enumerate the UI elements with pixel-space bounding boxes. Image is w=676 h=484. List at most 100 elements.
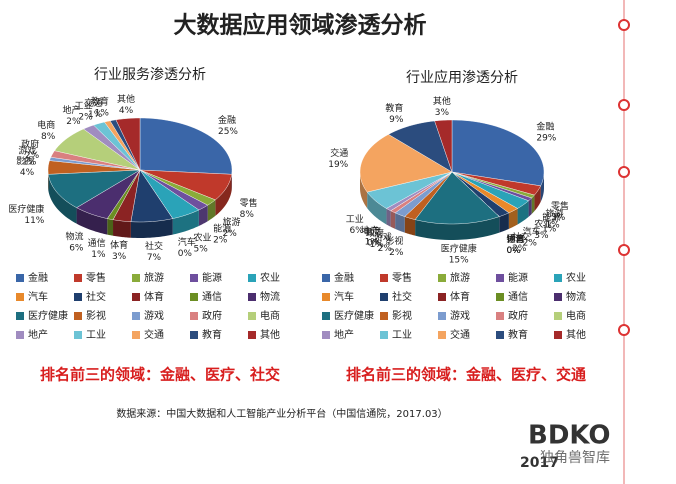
slice-value: 25% <box>218 127 238 137</box>
legend-swatch <box>248 312 256 320</box>
legend-label: 电商 <box>566 309 586 322</box>
pie-side <box>517 200 529 225</box>
slice-label: 影视 <box>16 155 34 167</box>
slice-label: 社交 <box>512 231 530 243</box>
slice-value: 0% <box>506 246 521 256</box>
legend-label: 物流 <box>566 290 586 303</box>
pie-side <box>360 172 368 209</box>
legend-label: 其他 <box>260 328 280 341</box>
legend-swatch <box>248 331 256 339</box>
slice-value: 2% <box>25 151 40 161</box>
slice-value: 3% <box>534 231 549 241</box>
legend-label: 游戏 <box>450 309 470 322</box>
chart-title: 行业应用渗透分析 <box>406 69 518 86</box>
legend-label: 政府 <box>202 309 222 322</box>
pie-slice <box>54 128 141 171</box>
source-note: 数据来源：中国大数据和人工智能产业分析平台（中国信通院，2017.03） <box>116 407 447 420</box>
slice-label: 教育 <box>91 95 109 107</box>
slice-label: 医疗健康 <box>441 242 477 254</box>
legend-label: 工业 <box>86 329 106 341</box>
legend-swatch <box>16 274 24 282</box>
legend-swatch <box>380 274 388 282</box>
slice-label: 物流 <box>506 233 524 245</box>
legend-swatch <box>16 293 24 301</box>
slice-label: 金融 <box>218 114 236 126</box>
logo-year: 2017 <box>520 455 559 471</box>
slice-value: 19% <box>328 160 348 170</box>
pie-side <box>130 218 173 238</box>
slice-value: 4% <box>119 106 134 116</box>
slice-value: 3% <box>112 252 127 262</box>
legend-swatch <box>496 274 504 282</box>
legend-label: 地产 <box>28 328 48 341</box>
slice-label: 交通 <box>84 97 102 109</box>
slice-label: 政府 <box>21 138 39 150</box>
legend-label: 旅游 <box>144 271 164 284</box>
legend-label: 社交 <box>392 290 412 303</box>
legend-label: 物流 <box>260 290 280 303</box>
slice-label: 能源 <box>542 211 560 223</box>
pie-side <box>386 208 391 227</box>
watermark: 独角兽智库 <box>540 450 610 466</box>
slice-value: 1% <box>88 110 103 120</box>
slice-label: 地产 <box>63 104 81 116</box>
slice-value: 7% <box>147 253 162 263</box>
legend-swatch <box>438 293 446 301</box>
legend-swatch <box>380 293 388 301</box>
pie-side <box>528 198 532 217</box>
legend-label: 汽车 <box>334 290 354 303</box>
legend-swatch <box>190 274 198 282</box>
legend-label: 金融 <box>28 271 48 284</box>
pie-slice <box>76 169 141 219</box>
pie-side <box>404 216 416 236</box>
slice-label: 政府 <box>366 227 384 239</box>
pie-side <box>172 209 199 235</box>
slice-label: 物流 <box>65 230 83 242</box>
slice-label: 金融 <box>536 121 554 133</box>
legend-swatch <box>74 293 82 301</box>
legend-swatch <box>248 274 256 282</box>
slice-value: 2% <box>223 229 238 239</box>
slice-value: 3% <box>435 108 450 118</box>
logo: BDKO <box>528 421 610 451</box>
slice-value: 1% <box>365 237 380 247</box>
slice-label: 零售 <box>240 197 258 209</box>
legend-swatch <box>438 312 446 320</box>
legend-swatch <box>190 293 198 301</box>
slice-value: 0% <box>506 246 521 256</box>
slice-value: 8% <box>41 132 56 142</box>
pie-slice <box>139 117 233 175</box>
legend-label: 通信 <box>508 291 528 303</box>
slice-label: 零售 <box>551 200 569 212</box>
pie-slice <box>366 171 453 209</box>
legend-swatch <box>190 312 198 320</box>
slice-value: 2% <box>523 239 538 249</box>
pie-side <box>531 195 535 214</box>
legend-label: 零售 <box>86 271 106 284</box>
legend-swatch <box>496 293 504 301</box>
legend-label: 医疗健康 <box>28 309 68 322</box>
legend-label: 体育 <box>450 290 470 303</box>
pie-slice <box>414 171 500 225</box>
pie-side <box>508 208 518 229</box>
slice-value: 0% <box>506 246 521 256</box>
pie-slice <box>47 160 141 175</box>
legend-swatch <box>438 331 446 339</box>
slice-label: 游戏 <box>18 144 36 156</box>
pie-side <box>390 210 396 229</box>
legend-label: 影视 <box>86 309 106 322</box>
slice-value: 2% <box>389 248 404 258</box>
pie-side <box>113 219 131 238</box>
legend-label: 教育 <box>508 328 528 341</box>
legend-swatch <box>380 331 388 339</box>
slice-value: 15% <box>449 255 469 265</box>
legend-swatch <box>496 331 504 339</box>
legend-swatch <box>554 312 562 320</box>
pie-slice <box>359 134 453 193</box>
slice-label: 其他 <box>433 95 451 107</box>
chart-title: 行业服务渗透分析 <box>94 67 206 83</box>
legend-swatch <box>554 293 562 301</box>
conclusion: 排名前三的领域：金融、医疗、交通 <box>346 366 586 384</box>
slice-label: 电商 <box>363 226 381 238</box>
